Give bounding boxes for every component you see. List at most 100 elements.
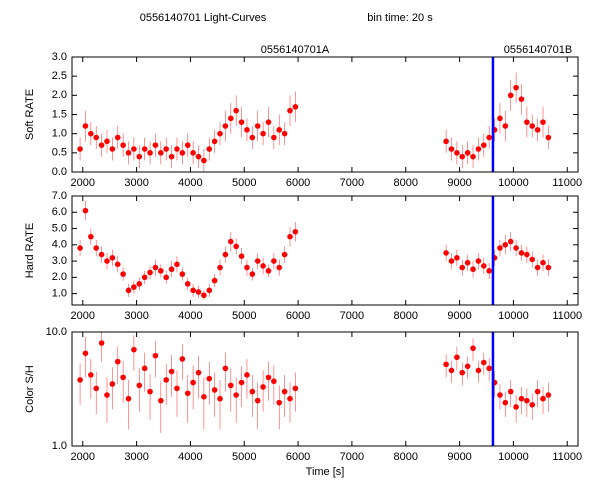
data-point [480,359,487,366]
y-tick-label: 2.5 [52,70,67,82]
data-point [163,146,170,152]
data-point [475,258,482,264]
data-point [524,251,530,258]
data-point [480,263,487,269]
data-point [152,142,159,148]
data-point [190,150,196,156]
data-point [82,207,89,214]
x-tick-label: 7000 [340,177,364,189]
data-point [454,150,460,156]
data-point [233,107,239,114]
y-tick-label: 5.0 [52,222,67,234]
data-point [254,258,261,264]
data-point [448,146,455,152]
data-point [464,150,471,156]
data-point [470,345,476,352]
data-point [454,255,460,261]
data-point [513,245,519,251]
data-point [265,268,272,274]
data-point [168,153,175,160]
annotation: 0556140701A [261,44,330,56]
y-tick-label: 6.0 [52,206,67,218]
data-point [136,281,143,287]
data-point [529,123,536,129]
data-point [190,379,196,386]
data-point [120,271,126,277]
data-point [222,123,229,129]
x-tick-label: 2000 [71,310,95,322]
data-point [534,388,541,395]
data-point [443,250,449,256]
data-point [260,130,266,137]
data-point [276,127,283,133]
data-point [271,258,277,264]
y-tick-label: 10.0 [46,326,67,338]
data-point [131,284,137,290]
data-point [534,264,541,271]
y-tick-label: 0.0 [52,166,67,178]
data-point [249,134,256,141]
data-point [141,146,148,152]
data-point [254,397,261,404]
data-point [114,134,121,141]
plot-frame [71,331,579,447]
data-point [287,395,293,402]
y-axis-label: Soft RATE [24,89,36,140]
x-tick-label: 4000 [178,310,202,322]
data-point [98,251,105,258]
data-point [260,263,266,269]
data-point [109,146,116,152]
chart-title: 0556140701 Light-Curves [140,12,267,24]
data-point [265,374,272,381]
data-point [448,367,455,374]
data-point [292,228,299,235]
x-tick-label: 7000 [340,451,364,463]
data-point [82,350,89,357]
data-point [292,104,299,110]
data-point [179,356,186,362]
annotation: 0556140701B [504,44,573,56]
data-point [287,233,293,240]
chart-subtitle: bin time: 20 s [367,12,433,24]
data-point [502,242,509,248]
data-point [168,368,175,375]
data-point [276,264,283,271]
x-tick-label: 7000 [340,310,364,322]
data-point [195,289,202,295]
data-point [281,130,288,137]
x-tick-label: 6000 [286,310,310,322]
data-point [206,375,213,382]
data-point [249,271,256,277]
data-point [109,381,116,387]
data-point [195,153,202,160]
data-point [470,266,476,273]
data-point [459,153,466,160]
data-point [174,146,180,152]
data-point [163,377,170,383]
plot-frame [71,195,579,306]
data-point [158,268,164,274]
plot-area [77,200,552,301]
x-tick-label: 5000 [232,177,256,189]
x-tick-label: 6000 [286,177,310,189]
data-point [211,138,218,145]
y-tick-label: 1.0 [52,288,67,300]
data-point [104,138,110,145]
data-point [152,352,159,359]
data-point [222,365,229,372]
data-point [217,395,223,402]
x-tick-label: 3000 [124,177,148,189]
data-point [265,119,272,125]
x-axis-label: Time [s] [306,466,345,478]
data-point [513,404,519,410]
x-tick-label: 9000 [447,177,471,189]
x-tick-label: 9000 [447,451,471,463]
data-point [77,245,83,251]
data-point [497,392,503,398]
data-point [464,363,471,370]
data-point [184,281,191,287]
data-point [227,238,234,245]
y-tick-label: 1.0 [52,440,67,452]
data-point [524,119,530,125]
data-point [507,238,514,245]
